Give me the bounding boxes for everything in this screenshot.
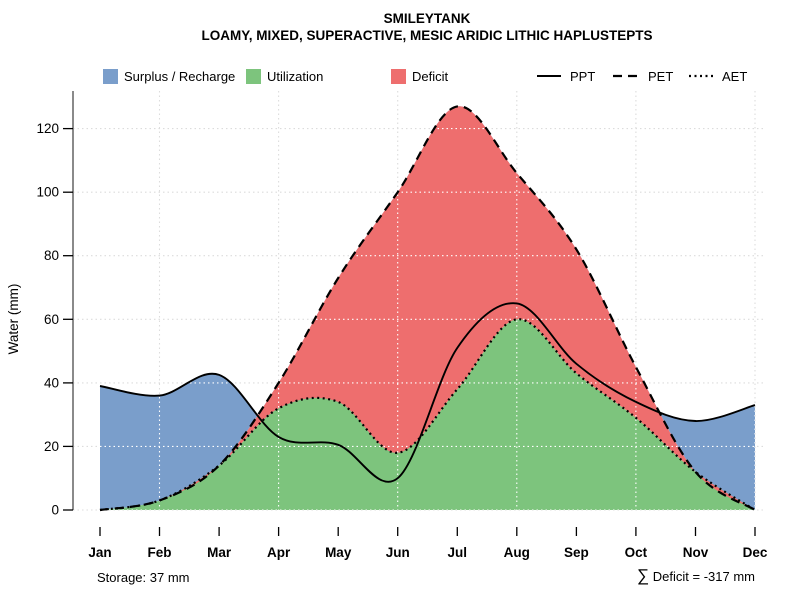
- month-label: Nov: [683, 545, 709, 560]
- dotted-line-icon: [689, 74, 713, 78]
- month-label: Dec: [743, 545, 768, 560]
- month-label: Oct: [625, 545, 648, 560]
- month-label: Jan: [88, 545, 111, 560]
- y-tick-label: 0: [51, 503, 59, 518]
- legend-item-aet: AET: [688, 68, 747, 84]
- utilization-label: Utilization: [267, 68, 324, 84]
- legend-item-surplus: Surplus / Recharge: [103, 68, 235, 84]
- y-tick-label: 120: [36, 121, 59, 136]
- month-label: Apr: [267, 545, 291, 560]
- pet-label: PET: [648, 68, 674, 84]
- month-label: Feb: [147, 545, 171, 560]
- utilization-swatch: [246, 68, 261, 84]
- chart-subtitle: LOAMY, MIXED, SUPERACTIVE, MESIC ARIDIC …: [201, 28, 652, 43]
- legend-item-pet: PET: [612, 68, 673, 84]
- y-tick-label: 40: [44, 375, 59, 390]
- y-tick-label: 60: [44, 312, 59, 327]
- ppt-curve: [99, 302, 756, 483]
- chart-title: SMILEYTANK: [384, 11, 471, 26]
- sigma-symbol: ∑: [637, 566, 649, 585]
- month-label: Jul: [448, 545, 468, 560]
- month-label: Jun: [386, 545, 410, 560]
- area-fills: [100, 106, 755, 511]
- y-tick-label: 20: [44, 439, 59, 454]
- month-label: Mar: [207, 545, 232, 560]
- deficit-sum-note: ∑ Deficit = -317 mm: [637, 566, 755, 585]
- legend-item-utilization: Utilization: [246, 68, 323, 84]
- y-axis-label: Water (mm): [6, 284, 21, 355]
- storage-note: Storage: 37 mm: [97, 570, 190, 585]
- surplus-swatch: [103, 68, 118, 84]
- pet-curve: [99, 105, 756, 512]
- surplus-label: Surplus / Recharge: [124, 68, 236, 84]
- month-label: Aug: [504, 545, 530, 560]
- month-label: May: [325, 545, 352, 560]
- utilization-area: [100, 319, 755, 510]
- ppt-label: PPT: [570, 68, 596, 84]
- legend-item-ppt: PPT: [536, 68, 595, 84]
- month-label: Sep: [564, 545, 589, 560]
- axes: 0 20 40 60 80 100 120 Jan Feb Mar Apr May Jun Jul Aug S…: [36, 91, 768, 560]
- dashed-line-icon: [613, 74, 639, 78]
- deficit-swatch: [391, 68, 406, 84]
- deficit-area: [100, 106, 755, 510]
- y-tick-label: 80: [44, 248, 59, 263]
- aet-label: AET: [722, 68, 748, 84]
- legend-item-deficit: Deficit: [391, 68, 448, 84]
- deficit-label: Deficit: [412, 68, 449, 84]
- solid-line-icon: [537, 75, 561, 77]
- y-tick-label: 100: [36, 185, 59, 200]
- deficit-sum-text: Deficit = -317 mm: [649, 569, 755, 584]
